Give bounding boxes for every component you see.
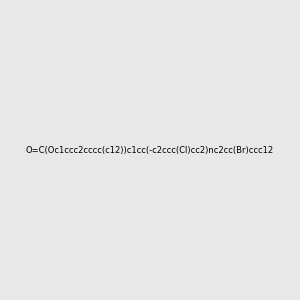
Text: O=C(Oc1ccc2cccc(c12))c1cc(-c2ccc(Cl)cc2)nc2cc(Br)ccc12: O=C(Oc1ccc2cccc(c12))c1cc(-c2ccc(Cl)cc2)… [26, 146, 274, 154]
